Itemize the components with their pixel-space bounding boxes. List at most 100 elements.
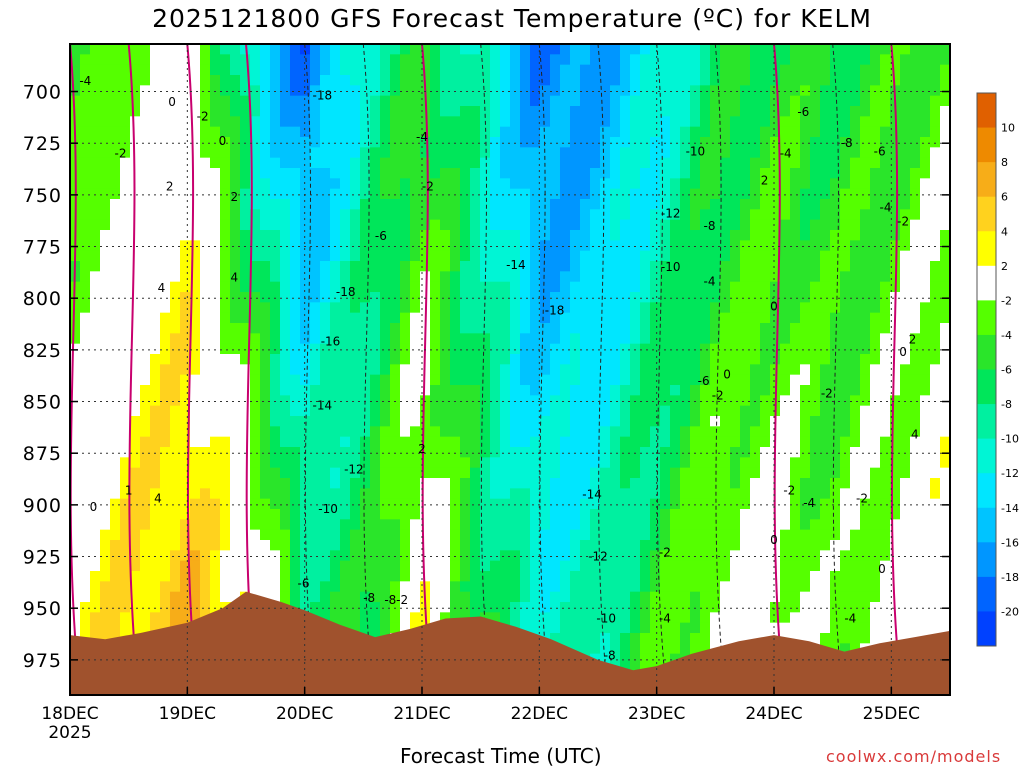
heatmap-cell — [810, 622, 821, 634]
heatmap-cell — [650, 261, 661, 272]
heatmap-cell — [780, 64, 791, 76]
heatmap-cell — [730, 168, 741, 179]
heatmap-cell — [120, 281, 131, 293]
heatmap-cell — [680, 529, 691, 541]
heatmap-cell — [620, 240, 631, 252]
heatmap-cell — [510, 44, 521, 55]
heatmap-cell — [320, 219, 331, 231]
heatmap-cell — [780, 230, 791, 241]
heatmap-cell — [610, 633, 621, 644]
heatmap-cell — [700, 405, 711, 417]
heatmap-cell — [610, 281, 621, 293]
heatmap-cell — [300, 312, 311, 324]
heatmap-cell — [120, 240, 131, 252]
heatmap-cell — [820, 240, 831, 252]
heatmap-cell — [150, 323, 161, 334]
heatmap-cell — [590, 643, 601, 655]
heatmap-cell — [290, 498, 301, 510]
heatmap-cell — [490, 467, 501, 479]
heatmap-cell — [590, 168, 601, 179]
heatmap-cell — [230, 271, 241, 283]
heatmap-cell — [740, 168, 751, 179]
heatmap-cell — [140, 529, 151, 541]
heatmap-cell — [340, 230, 351, 241]
heatmap-cell — [450, 571, 461, 582]
heatmap-cell — [600, 622, 611, 634]
heatmap-cell — [640, 612, 651, 624]
heatmap-cell — [640, 292, 651, 303]
heatmap-cell — [260, 292, 271, 303]
heatmap-cell — [620, 281, 631, 293]
heatmap-cell — [440, 178, 451, 190]
heatmap-cell — [250, 405, 261, 417]
heatmap-cell — [780, 178, 791, 190]
heatmap-cell — [540, 261, 551, 272]
heatmap-cell — [490, 106, 501, 117]
heatmap-cell — [790, 95, 801, 107]
heatmap-cell — [730, 116, 741, 128]
heatmap-cell — [190, 219, 201, 231]
heatmap-cell — [780, 126, 791, 138]
heatmap-cell — [530, 178, 541, 190]
heatmap-cell — [450, 385, 461, 396]
heatmap-cell — [90, 199, 101, 210]
heatmap-cell — [190, 178, 201, 190]
heatmap-cell — [240, 374, 251, 386]
heatmap-cell — [410, 602, 421, 613]
heatmap-cell — [580, 395, 591, 407]
heatmap-cell — [320, 385, 331, 396]
heatmap-cell — [250, 323, 261, 334]
heatmap-cell — [670, 602, 681, 613]
heatmap-cell — [370, 219, 381, 231]
heatmap-cell — [580, 509, 591, 520]
heatmap-cell — [260, 157, 271, 169]
heatmap-cell — [70, 95, 81, 107]
heatmap-cell — [820, 395, 831, 407]
heatmap-cell — [380, 488, 391, 500]
heatmap-cell — [340, 199, 351, 210]
heatmap-cell — [70, 106, 81, 117]
heatmap-cell — [350, 312, 361, 324]
heatmap-cell — [260, 64, 271, 76]
heatmap-cell — [400, 261, 411, 272]
heatmap-cell — [710, 591, 721, 603]
heatmap-cell — [630, 664, 641, 675]
heatmap-cell — [440, 147, 451, 159]
heatmap-cell — [660, 343, 671, 355]
heatmap-cell — [180, 385, 191, 396]
heatmap-cell — [110, 168, 121, 179]
heatmap-cell — [200, 426, 211, 438]
heatmap-cell — [270, 571, 281, 582]
heatmap-cell — [850, 199, 861, 210]
heatmap-cell — [800, 560, 811, 572]
heatmap-cell — [310, 95, 321, 107]
heatmap-cell — [250, 199, 261, 210]
heatmap-cell — [120, 498, 131, 510]
heatmap-cell — [350, 622, 361, 634]
heatmap-cell — [310, 540, 321, 551]
heatmap-cell — [710, 426, 721, 438]
heatmap-cell — [600, 405, 611, 417]
heatmap-cell — [290, 168, 301, 179]
heatmap-cell — [630, 85, 641, 97]
heatmap-cell — [170, 219, 181, 231]
heatmap-cell — [560, 137, 571, 148]
heatmap-cell — [800, 333, 811, 345]
heatmap-cell — [470, 106, 481, 117]
heatmap-cell — [650, 85, 661, 97]
heatmap-cell — [560, 343, 571, 355]
heatmap-cell — [290, 137, 301, 148]
heatmap-cell — [230, 343, 241, 355]
heatmap-cell — [240, 395, 251, 407]
heatmap-cell — [570, 405, 581, 417]
heatmap-cell — [610, 44, 621, 55]
heatmap-cell — [180, 354, 191, 365]
heatmap-cell — [740, 188, 751, 200]
heatmap-cell — [340, 168, 351, 179]
heatmap-cell — [100, 374, 111, 386]
heatmap-cell — [400, 302, 411, 314]
heatmap-cell — [370, 622, 381, 634]
heatmap-cell — [100, 209, 111, 221]
heatmap-cell — [720, 333, 731, 345]
heatmap-cell — [490, 498, 501, 510]
